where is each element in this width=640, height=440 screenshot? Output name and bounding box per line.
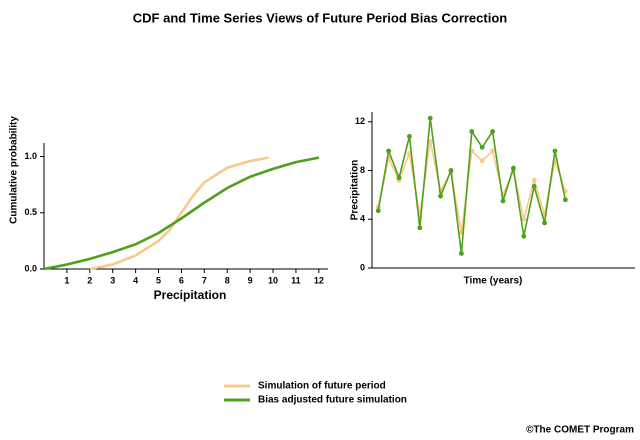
- point: [375, 208, 381, 214]
- y-tick-label: 0: [360, 262, 365, 272]
- point: [407, 133, 412, 139]
- legend-label: Simulation of future period: [258, 381, 386, 392]
- x-tick-label: 10: [268, 275, 278, 285]
- point: [479, 158, 485, 164]
- point: [479, 144, 485, 150]
- y-tick-label: 0.5: [24, 207, 37, 217]
- point: [552, 148, 558, 154]
- point: [427, 115, 433, 121]
- y-tick-label: 4: [360, 214, 365, 224]
- series-line: [377, 117, 567, 254]
- point: [562, 197, 568, 203]
- point: [438, 193, 444, 199]
- credit: ©The COMET Program: [526, 425, 634, 436]
- x-tick-label: 7: [202, 275, 207, 285]
- y-tick-label: 12: [355, 116, 365, 126]
- y-tick-label: 8: [360, 165, 365, 175]
- x-tick-label: 12: [314, 275, 324, 285]
- point: [510, 165, 516, 171]
- y-axis-label: Precipitation: [350, 160, 361, 221]
- point: [521, 216, 527, 222]
- x-tick-label: 1: [64, 275, 69, 285]
- x-tick-label: 2: [87, 275, 92, 285]
- legend-label: Bias adjusted future simulation: [258, 395, 407, 406]
- point: [458, 250, 464, 256]
- point: [531, 183, 537, 189]
- x-tick-label: 9: [248, 275, 253, 285]
- point: [396, 175, 402, 181]
- point: [417, 225, 423, 231]
- y-tick-label: 1.0: [24, 151, 37, 161]
- x-tick-label: 4: [133, 275, 138, 285]
- point: [386, 148, 392, 154]
- x-tick-label: 8: [225, 275, 230, 285]
- point: [521, 233, 527, 239]
- point: [542, 220, 547, 226]
- point: [469, 129, 475, 134]
- series-line: [377, 141, 567, 233]
- series-line: [89, 156, 269, 271]
- page-title: CDF and Time Series Views of Future Peri…: [133, 10, 508, 25]
- series-line: [43, 156, 320, 271]
- x-axis-label: Precipitation: [154, 288, 227, 302]
- point: [490, 129, 495, 134]
- y-axis-label: Cumulative probability: [9, 116, 20, 224]
- x-tick-label: 6: [179, 275, 184, 285]
- point: [490, 148, 495, 154]
- x-tick-label: 11: [291, 275, 301, 285]
- point: [531, 177, 537, 183]
- x-axis-label: Time (years): [464, 276, 523, 287]
- x-tick-label: 3: [110, 275, 115, 285]
- y-tick-label: 0.0: [24, 263, 37, 273]
- x-tick-label: 5: [156, 275, 161, 285]
- point: [427, 138, 433, 144]
- point: [448, 168, 454, 173]
- point: [500, 198, 506, 204]
